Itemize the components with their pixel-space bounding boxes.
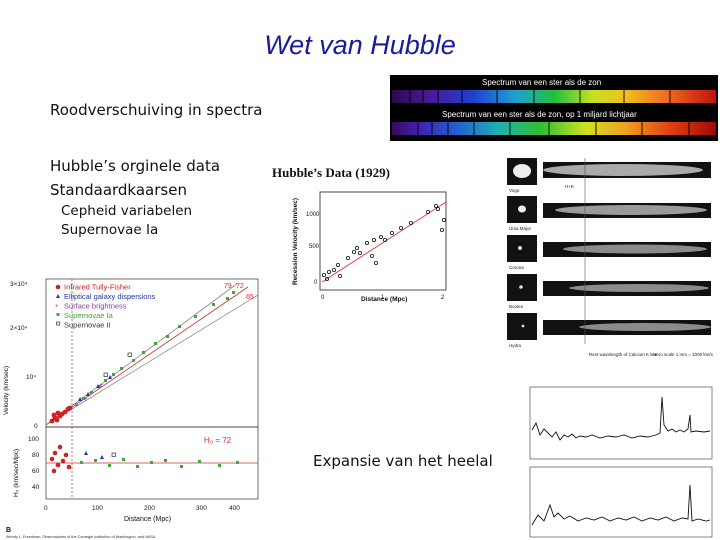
xtick-100: 100 (92, 505, 103, 512)
ytick-1000: 1000 (306, 212, 320, 218)
spectrum-shifted-label: Spectrum van een ster als de zon, op 1 m… (442, 110, 637, 119)
ytick-0: 0 (314, 280, 318, 286)
hubble-1929-xlabel: Distance (Mpc) (361, 296, 407, 303)
fit-label-65: 65 (246, 294, 254, 301)
xtick-300: 300 (196, 505, 207, 512)
absorption-lines (409, 90, 690, 135)
top-ytick-1e4: 10⁴ (26, 374, 36, 381)
top-ylabel: Velocity (km/sec) (3, 366, 10, 415)
bottom-ytick-100: 100 (28, 436, 39, 443)
top-ytick-2e4: 2×10⁴ (10, 325, 28, 332)
galaxy-spectra-panel: Virgo Ursa Major Corona Bootes Hydra H+K… (503, 158, 715, 386)
fit-label-79: 79 (224, 283, 232, 290)
spectra-comparison-image: Spectrum van een ster als de zon Spectru… (390, 75, 718, 141)
galaxy-row-hydra: Hydra (509, 343, 522, 348)
legend: + Infrared Tully-Fisher Elliptical galax… (55, 283, 156, 330)
svg-text:+: + (55, 304, 59, 310)
bottom-ytick-80: 80 (32, 452, 40, 459)
top-ytick-0: 0 (34, 423, 38, 430)
galaxy-spectra-footer-right: Hero scale 1 mm = 1000 km/s (653, 352, 714, 357)
hubble-1929-plot: Hubble’s Data (1929) Recession Velocity … (272, 165, 447, 303)
xtick-200: 200 (144, 505, 155, 512)
legend-item-supernovae-ii: Supernovae II (64, 321, 111, 330)
legend-item-supernovae-ia: Supernovae Ia (64, 311, 114, 320)
xtick-2: 2 (441, 295, 445, 301)
subbullet-cepheid: Cepheid variabelen (61, 203, 193, 219)
svg-text:+: + (100, 383, 104, 389)
bullet-standard-candles: Standaardkaarsen (50, 181, 187, 199)
top-ytick-3e4: 3×10⁴ (10, 281, 28, 288)
bottom-ylabel: H₀ (km/sec/Mpc) (13, 449, 20, 497)
expansion-spectra-plots (520, 385, 716, 540)
xtick-0: 0 (44, 505, 48, 512)
hubble-1929-ylabel: Recession Velocity (km/sec) (292, 198, 299, 285)
legend-item-surface-brightness: Surface brightness (64, 302, 127, 311)
subbullet-supernovae: Supernovae Ia (61, 222, 159, 238)
modern-hubble-diagram: 3×10⁴ 2×10⁴ 10⁴ 0 Velocity (km/sec) 100 … (3, 278, 259, 539)
galaxy-row-virgo: Virgo (509, 188, 520, 193)
fit-label-72: 72 (236, 283, 244, 290)
hubble-1929-title: Hubble’s Data (1929) (272, 165, 390, 180)
ytick-500: 500 (309, 244, 320, 250)
bottom-ytick-40: 40 (32, 484, 40, 491)
bottom-ytick-60: 60 (32, 468, 40, 475)
spectrum-sun-label: Spectrum van een ster als de zon (482, 78, 602, 87)
bottom-points (49, 444, 239, 474)
xlabel: Distance (Mpc) (124, 516, 171, 523)
slide-title: Wet van Hubble (264, 30, 456, 60)
panel-letter: B (6, 527, 11, 534)
legend-item-elliptical: Elliptical galaxy dispersions (64, 292, 156, 301)
top-points: ++ (49, 291, 235, 424)
spectrum-sun-band (392, 90, 716, 103)
data-points (322, 204, 446, 282)
galaxy-images (507, 158, 537, 340)
bullet-expansion: Expansie van het heelal (313, 452, 493, 470)
xtick-1: 1 (381, 295, 385, 301)
bullet-redshift: Roodverschuiving in spectra (50, 101, 263, 119)
spectral-line-label: H+K (565, 184, 574, 189)
galaxy-row-corona: Corona (509, 265, 524, 270)
credit-line: Wendy L. Freedman, Observatories of the … (6, 535, 156, 539)
svg-text:+: + (84, 397, 88, 403)
galaxy-row-bootes: Bootes (509, 304, 524, 309)
xtick-400: 400 (229, 505, 240, 512)
spectrum-shifted-band (392, 122, 716, 135)
h0-label: H₀ = 72 (204, 436, 232, 445)
galaxy-spectra-footer-left: Rest wavelength of Calcium K line (589, 352, 658, 357)
fit-line (321, 201, 447, 283)
xtick-0: 0 (321, 295, 325, 301)
bullet-hubble-data: Hubble’s orginele data (50, 157, 221, 175)
plot-frame (319, 191, 447, 291)
legend-item-tully-fisher: Infrared Tully-Fisher (64, 283, 131, 292)
galaxy-row-ursa-major: Ursa Major (509, 226, 532, 231)
